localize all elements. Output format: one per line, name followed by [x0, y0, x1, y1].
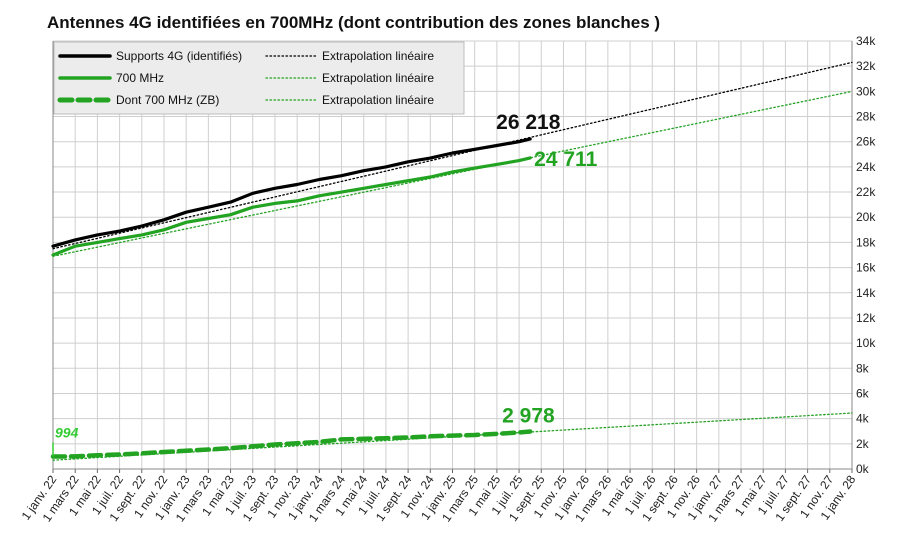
y-tick-label: 16k	[856, 261, 876, 275]
legend-label-1: 700 MHz	[116, 71, 164, 85]
data-label-0: 26 218	[496, 111, 561, 134]
y-tick-label: 28k	[856, 110, 876, 124]
legend-label-4: Extrapolation linéaire	[322, 71, 434, 85]
y-tick-label: 10k	[856, 336, 876, 350]
series-line-extrapolation-4	[52, 90, 853, 257]
y-tick-label: 18k	[856, 235, 876, 249]
y-tick-label: 20k	[856, 210, 876, 224]
y-tick-label: 22k	[856, 185, 876, 199]
legend: Supports 4G (identifiés) Extrapolation li…	[53, 41, 465, 115]
y-tick-label: 6k	[856, 386, 870, 400]
legend-box	[53, 41, 465, 115]
y-tick-label: 26k	[856, 135, 876, 149]
legend-label-5: Extrapolation linéaire	[322, 93, 434, 107]
y-axis: 0k 2k 4k 6k 8k 10k 12k 14k 16k 18k 20k 22k 24k 26k 28k…	[52, 34, 876, 476]
y-tick-label: 34k	[856, 34, 876, 48]
x-axis: 1 janv. 221 mars 221 mai 221 juil. 221 s…	[19, 468, 859, 524]
legend-label-0: Supports 4G (identifiés)	[116, 49, 242, 63]
annotations: 26 218 24 711 2 978 994	[52, 111, 598, 457]
series-line-0	[51, 137, 532, 248]
data-label-2: 2 978	[502, 405, 555, 428]
y-tick-label: 32k	[856, 59, 876, 73]
data-label-1: 24 711	[534, 148, 597, 171]
series-line-extrapolation-3	[52, 61, 853, 250]
y-tick-label: 14k	[856, 286, 876, 300]
y-tick-label: 2k	[856, 437, 870, 451]
y-tick-label: 12k	[856, 311, 876, 325]
legend-label-3: Extrapolation linéaire	[322, 49, 434, 63]
y-tick-label: 30k	[856, 84, 876, 98]
legend-label-2: Dont 700 MHz (ZB)	[116, 93, 219, 107]
chart-title: Antennes 4G identifiées en 700MHz (dont …	[47, 13, 660, 32]
series-line-2	[50, 429, 533, 459]
data-label-3: 994	[55, 424, 79, 440]
plot-area	[50, 61, 853, 461]
y-tick-label: 8k	[856, 361, 870, 375]
grid	[52, 40, 853, 470]
y-tick-label: 24k	[856, 160, 876, 174]
series-line-1	[51, 156, 532, 257]
y-tick-label: 0k	[856, 462, 870, 476]
y-tick-label: 4k	[856, 412, 870, 426]
